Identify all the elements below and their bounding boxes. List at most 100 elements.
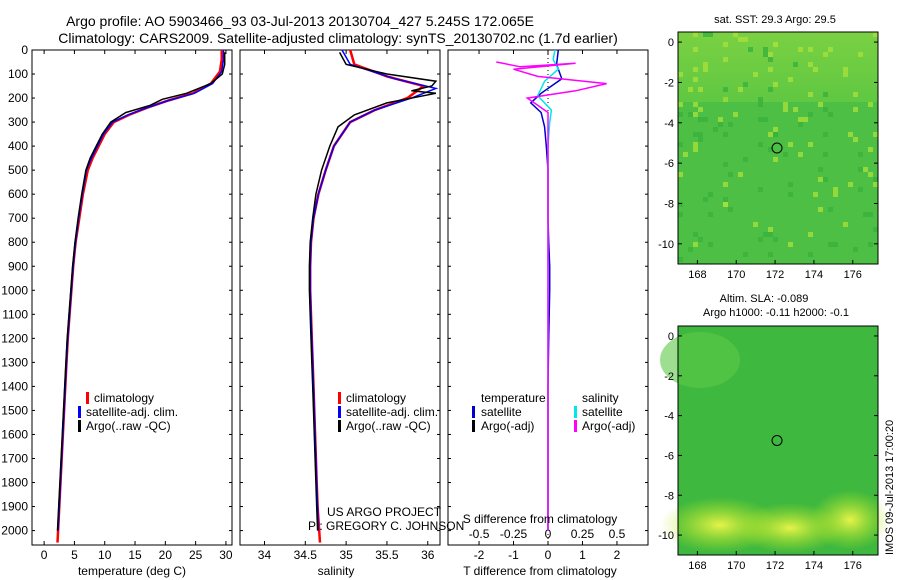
x-tick-label: 35 [339,548,353,562]
sst-pixel [758,97,763,102]
sst-pixel [868,212,873,217]
temperature-legend: climatology satellite-adj. clim. Argo(..… [78,391,178,433]
legend-swatch-satellite-adj [338,406,341,418]
sst-pixel [693,142,698,147]
depth-tick-label: 1500 [1,403,28,417]
sst-pixel [788,242,793,247]
sst-pixel [718,117,723,122]
sst-pixel [808,232,813,237]
sst-pixel [828,242,833,247]
sst-pixel [763,47,768,52]
x-tick-label: 34 [258,548,272,562]
series-line-climatology [308,49,427,543]
legend-swatch-argo [78,420,81,432]
depth-tick-label: 0 [21,43,28,57]
sst-pixel [758,117,763,122]
sst-pixel [833,242,838,247]
series-line-argo-raw-qc- [56,52,226,531]
sst-pixel [678,142,683,147]
sst-pixel [693,102,698,107]
sst-pixel [863,167,868,172]
sst-pixel [723,162,728,167]
x-tick-label: 15 [128,548,142,562]
sst-pixel [813,192,818,197]
sst-pixel [768,252,773,257]
salinity-axis-label: salinity [318,564,355,578]
map-x-tick-label: 168 [688,560,706,572]
legend-label-s-satellite: satellite [582,405,623,419]
sst-pixel [798,47,803,52]
sst-pixel [818,167,823,172]
depth-tick-label: 1300 [1,355,28,369]
title-line-2: Climatology: CARS2009. Satellite-adjuste… [58,30,618,46]
sst-pixel [768,147,773,152]
pi-annotation: PI: GREGORY C. JOHNSON [308,519,464,533]
map-y-tick-label: -6 [664,158,674,170]
sst-pixel [678,72,683,77]
map-x-tick-label: 168 [688,269,706,281]
sst-pixel [758,237,763,242]
sst-pixel [743,157,748,162]
sst-pixel [873,132,878,137]
sst-pixel [868,147,873,152]
x-tick-label: 0 [41,548,48,562]
sst-pixel [843,67,848,72]
sst-pixel [678,257,683,262]
legend-label-s-argo: Argo(-adj) [582,419,635,433]
sla-map-frame [677,325,879,556]
legend-swatch-satellite-adj [78,406,81,418]
s-tick-label: -0.5 [469,527,490,541]
sst-pixel [873,32,878,37]
sst-pixel [708,212,713,217]
sst-pixel [763,52,768,57]
series-line-climatology [56,50,223,543]
legend-header-temperature: temperature [481,391,546,405]
depth-tick-label: 900 [8,259,28,273]
salinity-legend: climatology satellite-adj. clim. Argo(..… [338,391,438,433]
sla-map [660,325,890,556]
sst-pixel [708,32,713,37]
sst-pixel [698,137,703,142]
s-tick-label: -0.25 [500,527,528,541]
x-tick-label: 1 [579,548,586,562]
temperature-chart: 0100200300400500600700800900100011001200… [1,43,233,562]
sst-pixel [773,82,778,87]
sst-pixel [803,117,808,122]
sst-pixel [738,87,743,92]
legend-label-t-satellite: satellite [481,405,522,419]
sst-pixel [678,172,683,177]
sst-pixel [828,47,833,52]
sst-pixel [723,182,728,187]
map-x-tick-label: 172 [766,560,784,572]
argo-location-marker [771,142,783,154]
map-y-tick-label: -6 [664,450,674,462]
sst-pixel [693,47,698,52]
map-y-tick-label: 0 [668,331,674,343]
sla-map-axes: 168 170 172 174 176 0 -2 -4 -6 -8 -10 [658,331,878,572]
difference-legend: temperature salinity satellite Argo(-adj… [472,391,635,433]
legend-swatch-t-satellite [472,406,475,418]
depth-tick-label: 800 [8,235,28,249]
sst-pixel [788,182,793,187]
sst-map [677,31,879,265]
sst-pixel [853,107,858,112]
sst-pixel [843,72,848,77]
legend-swatch-s-satellite [574,406,577,418]
map-y-tick-label: -8 [664,198,674,210]
sst-pixel [713,127,718,132]
sst-pixel [873,177,878,182]
sst-pixel [703,117,708,122]
sst-pixel [743,37,748,42]
map-y-tick-label: -10 [658,530,674,542]
series-line-t-satellite [529,49,563,531]
sst-pixel [693,77,698,82]
map-x-tick-label: 176 [844,560,862,572]
sst-pixel [768,227,773,232]
sst-map-title: sat. SST: 29.3 Argo: 29.5 [714,14,836,26]
sst-pixel [738,172,743,177]
map-y-tick-label: -8 [664,490,674,502]
sla-mid-region [660,332,740,388]
sst-pixel [723,132,728,137]
legend-swatch-argo [338,420,341,432]
argo-location-marker [771,435,783,446]
